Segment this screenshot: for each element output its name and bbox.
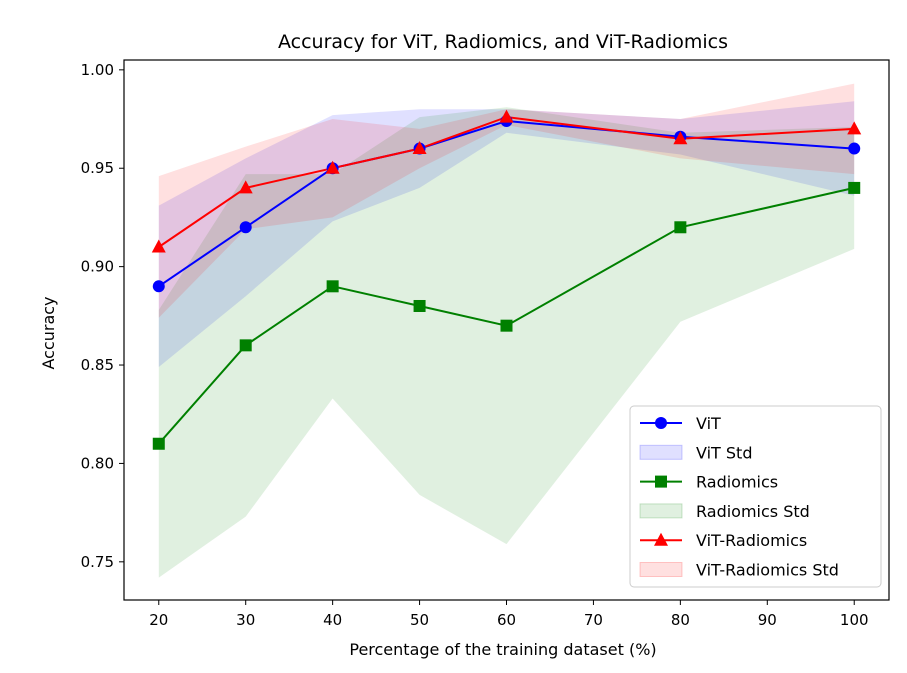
legend-entry-label: ViT-Radiomics [696, 531, 807, 550]
radiomics-point [326, 280, 339, 293]
vit-radiomics-point [412, 141, 427, 155]
legend-band-swatch [639, 503, 683, 519]
x-tick-label: 40 [323, 611, 342, 629]
legend-entry-label: ViT [696, 414, 721, 433]
vit-point [239, 221, 252, 234]
y-axis-label: Accuracy [39, 296, 58, 369]
vit-point [848, 142, 861, 155]
x-tick-label: 70 [584, 611, 603, 629]
y-ticks: 0.75 0.80 0.85 0.90 0.95 1.00 [81, 61, 124, 571]
legend-entry-label: ViT Std [696, 443, 752, 462]
x-tick-label: 60 [497, 611, 516, 629]
series-markers [151, 109, 862, 450]
x-tick-label: 30 [236, 611, 255, 629]
legend-band-swatch [639, 444, 683, 460]
x-tick-label: 50 [410, 611, 429, 629]
legend-entry-label: ViT-Radiomics Std [696, 561, 839, 580]
y-tick-label: 0.80 [81, 454, 114, 472]
vit-radiomics-point [847, 121, 862, 135]
legend-entry-label: Radiomics [696, 473, 778, 492]
vit-radiomics-point [499, 109, 514, 123]
legend: ViT ViT Std Radiomics Radiomics Std ViT-Radi… [629, 405, 882, 588]
radiomics-point [674, 221, 687, 234]
chart-title: Accuracy for ViT, Radiomics, and ViT-Rad… [278, 31, 728, 53]
legend-entry-label: Radiomics Std [696, 502, 810, 521]
x-tick-label: 90 [758, 611, 777, 629]
x-axis-label: Percentage of the training dataset (%) [349, 640, 656, 659]
x-ticks: 20 30 40 50 60 70 80 90 100 [149, 600, 869, 629]
plot-frame [123, 59, 890, 601]
y-tick-label: 0.85 [81, 356, 114, 374]
x-tick-label: 80 [671, 611, 690, 629]
legend-marker [655, 475, 667, 488]
y-tick-label: 0.75 [81, 553, 114, 571]
y-tick-label: 0.95 [81, 159, 114, 177]
vit-point [152, 280, 165, 293]
legend-marker [654, 532, 668, 546]
radiomics-point [239, 339, 252, 352]
vit-radiomics-point [151, 239, 166, 253]
radiomics-point [413, 299, 426, 312]
radiomics-point [500, 319, 513, 332]
vit-radiomics-point [673, 131, 688, 145]
legend-marker [655, 417, 667, 429]
radiomics-point [848, 181, 861, 194]
legend-box [629, 405, 882, 588]
vit-radiomics-point [238, 180, 253, 194]
y-tick-label: 1.00 [81, 61, 114, 79]
radiomics-point [152, 437, 165, 450]
x-tick-label: 100 [840, 611, 869, 629]
y-tick-label: 0.90 [81, 258, 114, 276]
x-tick-label: 20 [149, 611, 168, 629]
legend-band-swatch [639, 562, 683, 577]
vit-radiomics-point [325, 160, 340, 174]
